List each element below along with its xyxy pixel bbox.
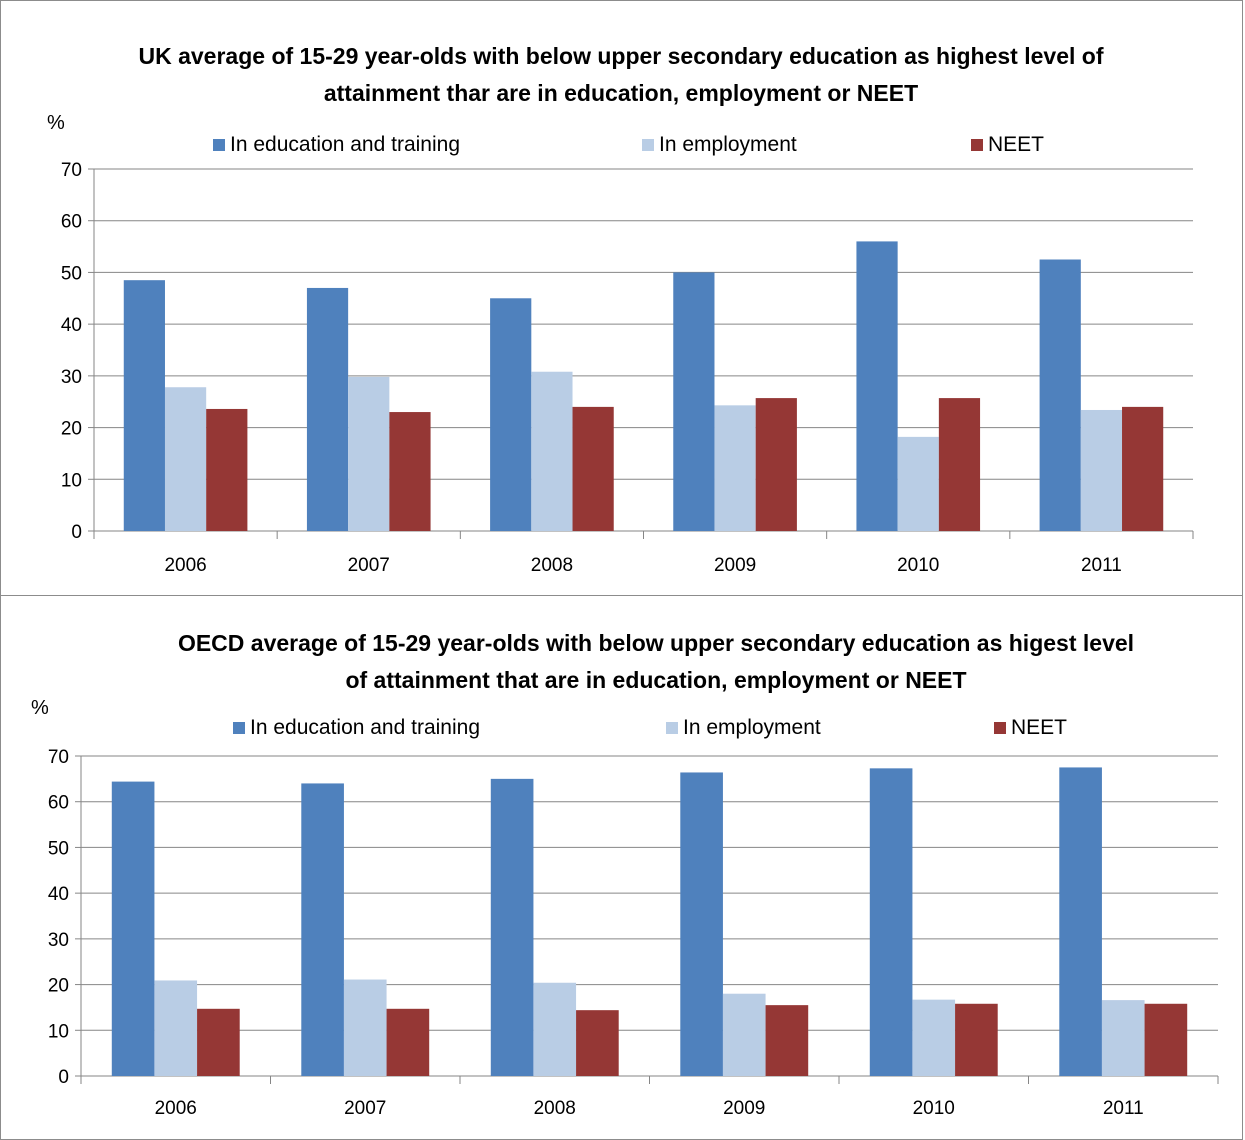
oecd-bar-education-2007 [301, 783, 344, 1076]
oecd-x-tick-label-2007: 2007 [344, 1098, 386, 1119]
oecd-y-tick-label-70: 70 [48, 747, 69, 768]
uk-legend-label-1: In education and training [230, 133, 460, 156]
oecd-bar-employment-2008 [533, 982, 577, 1076]
oecd-bar-neet-2011 [1144, 1003, 1188, 1076]
uk-bar-chart: UK average of 15-29 year-olds with below… [47, 43, 1194, 576]
uk-bar-education-2010 [856, 241, 898, 531]
uk-legend-swatch-1 [213, 139, 225, 151]
oecd-y-tick-label-50: 50 [48, 838, 69, 859]
oecd-bar-neet-2010 [955, 1003, 998, 1076]
oecd-bar-employment-2007 [343, 979, 387, 1076]
uk-bar-employment-2011 [1080, 409, 1123, 531]
uk-y-tick-label-50: 50 [61, 263, 82, 284]
uk-y-unit-label: % [47, 112, 65, 134]
uk-bar-education-2009 [673, 272, 715, 531]
uk-bar-neet-2009 [755, 398, 797, 531]
uk-y-tick-label-0: 0 [71, 522, 82, 543]
uk-legend-swatch-3 [971, 139, 983, 151]
oecd-bar-education-2010 [869, 768, 913, 1076]
oecd-y-tick-label-0: 0 [58, 1067, 69, 1088]
oecd-legend-swatch-3 [994, 722, 1006, 734]
uk-bar-neet-2011 [1122, 406, 1164, 531]
oecd-x-tick-label-2008: 2008 [534, 1098, 576, 1119]
oecd-y-tick-label-20: 20 [48, 976, 69, 997]
uk-legend-entry-2: In employment [642, 133, 797, 156]
uk-bar-employment-2008 [531, 371, 573, 531]
uk-y-tick-label-70: 70 [61, 160, 82, 181]
oecd-bar-employment-2009 [722, 993, 766, 1076]
uk-legend-entry-3: NEET [971, 133, 1044, 156]
oecd-bar-education-2008 [490, 778, 534, 1076]
uk-bar-neet-2006 [206, 408, 248, 531]
oecd-y-unit-label: % [31, 697, 49, 719]
uk-bar-education-2007 [306, 287, 349, 531]
oecd-legend-label-2: In employment [683, 716, 821, 739]
oecd-bar-employment-2011 [1101, 1000, 1145, 1076]
oecd-bar-employment-2006 [154, 980, 198, 1076]
uk-y-tick-label-20: 20 [61, 419, 82, 440]
oecd-x-tick-label-2011: 2011 [1103, 1098, 1144, 1119]
uk-chart-title-line-1: UK average of 15-29 year-olds with below… [138, 43, 1103, 69]
uk-x-tick-label-2010: 2010 [897, 555, 939, 576]
oecd-chart-title-line-1: OECD average of 15-29 year-olds with bel… [178, 630, 1134, 656]
uk-x-tick-label-2011: 2011 [1081, 555, 1122, 576]
uk-bar-employment-2007 [348, 376, 390, 531]
oecd-bar-education-2006 [111, 781, 155, 1076]
oecd-y-tick-label-40: 40 [48, 884, 69, 905]
oecd-legend-entry-1: In education and training [233, 716, 480, 739]
oecd-y-tick-label-10: 10 [48, 1021, 69, 1042]
uk-bar-employment-2010 [897, 436, 939, 531]
oecd-x-tick-label-2010: 2010 [913, 1098, 955, 1119]
uk-bar-education-2008 [490, 298, 532, 531]
uk-chart-title-line-2: attainment thar are in education, employ… [324, 80, 918, 106]
uk-x-tick-label-2007: 2007 [348, 555, 390, 576]
uk-bar-education-2011 [1039, 259, 1081, 531]
oecd-x-tick-label-2006: 2006 [155, 1098, 197, 1119]
uk-x-tick-label-2006: 2006 [164, 555, 206, 576]
uk-bar-employment-2006 [164, 387, 207, 531]
oecd-bar-neet-2008 [576, 1010, 619, 1076]
uk-y-tick-label-60: 60 [61, 212, 82, 233]
oecd-legend-entry-2: In employment [666, 716, 821, 739]
oecd-bar-chart: OECD average of 15-29 year-olds with bel… [31, 630, 1219, 1119]
uk-x-tick-label-2008: 2008 [531, 555, 573, 576]
uk-bar-neet-2008 [572, 406, 614, 531]
uk-legend-label-3: NEET [988, 133, 1044, 156]
oecd-legend-entry-3: NEET [994, 716, 1067, 739]
oecd-legend-label-3: NEET [1011, 716, 1067, 739]
uk-y-tick-label-30: 30 [61, 367, 82, 388]
oecd-legend-label-1: In education and training [250, 716, 480, 739]
oecd-bar-education-2011 [1059, 767, 1102, 1076]
oecd-bar-neet-2006 [197, 1008, 240, 1076]
uk-bar-employment-2009 [714, 405, 756, 531]
uk-chart-panel: UK average of 15-29 year-olds with below… [0, 0, 1243, 596]
uk-legend-label-2: In employment [659, 133, 797, 156]
oecd-chart-title-line-2: of attainment that are in education, emp… [345, 667, 966, 693]
oecd-y-tick-label-30: 30 [48, 930, 69, 951]
uk-bar-neet-2007 [389, 412, 431, 531]
uk-legend-entry-1: In education and training [213, 133, 460, 156]
oecd-y-tick-label-60: 60 [48, 793, 69, 814]
oecd-bar-employment-2010 [912, 999, 956, 1076]
oecd-legend-swatch-1 [233, 722, 245, 734]
oecd-bar-education-2009 [680, 772, 723, 1076]
uk-bar-education-2006 [123, 280, 165, 531]
oecd-bar-neet-2009 [765, 1005, 809, 1076]
uk-bar-neet-2010 [938, 398, 981, 531]
oecd-legend-swatch-2 [666, 722, 678, 734]
oecd-bar-neet-2007 [386, 1008, 430, 1076]
uk-y-tick-label-10: 10 [61, 470, 82, 491]
uk-y-tick-label-40: 40 [61, 315, 82, 336]
oecd-chart-panel: OECD average of 15-29 year-olds with bel… [0, 595, 1243, 1140]
uk-x-tick-label-2009: 2009 [714, 555, 756, 576]
uk-legend-swatch-2 [642, 139, 654, 151]
oecd-x-tick-label-2009: 2009 [723, 1098, 765, 1119]
